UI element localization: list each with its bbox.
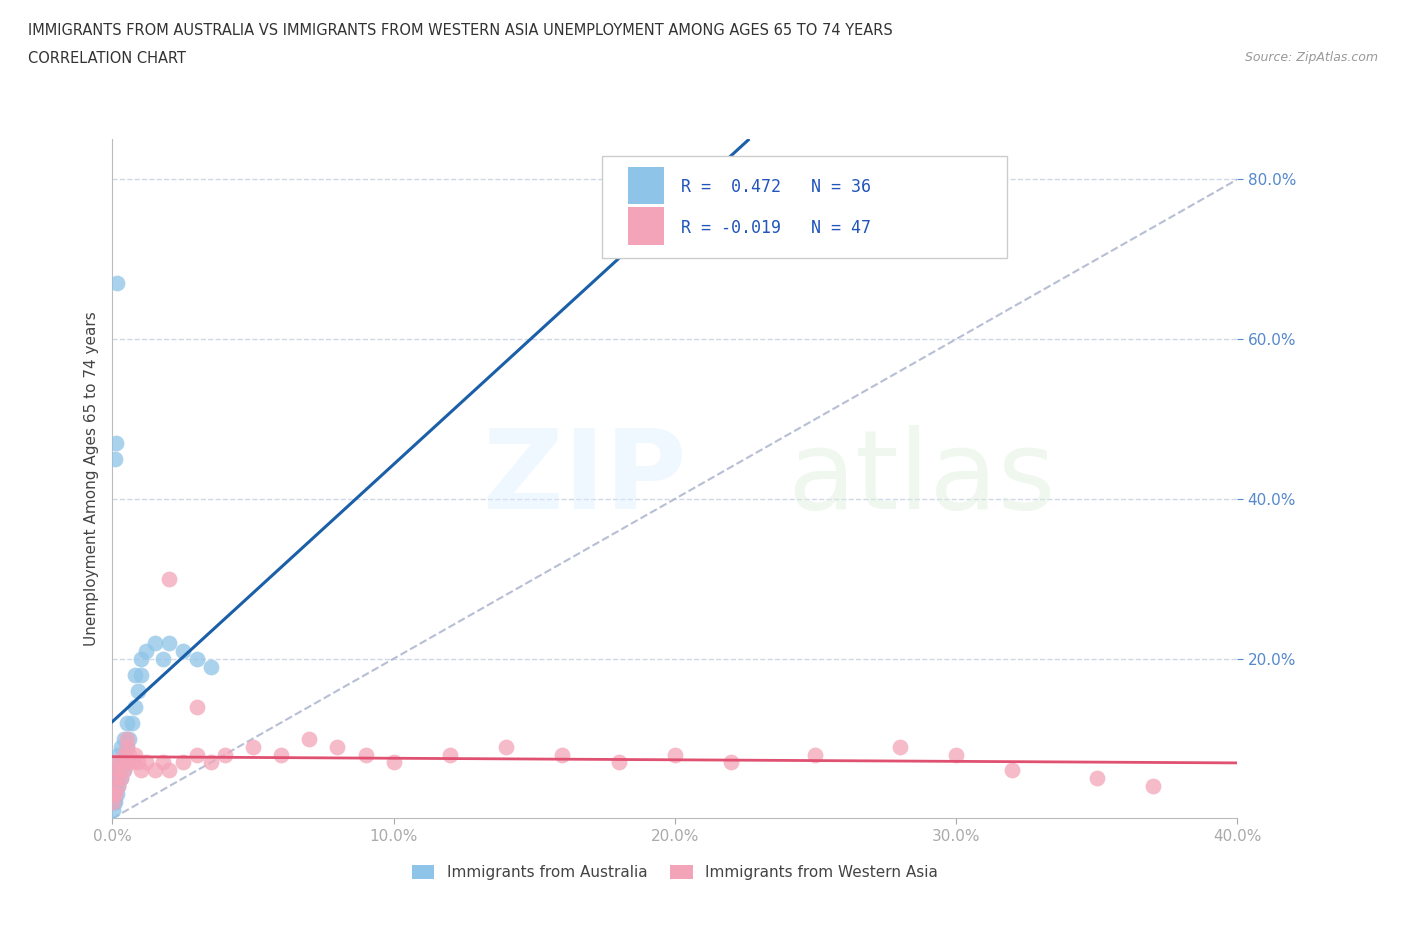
Point — [104, 795, 127, 810]
Point — [129, 763, 152, 777]
Point — [121, 715, 143, 730]
Point — [103, 795, 125, 810]
Point — [104, 763, 127, 777]
Point — [129, 667, 152, 682]
Point — [107, 779, 129, 794]
Point — [115, 731, 138, 746]
Point — [104, 779, 127, 794]
Point — [124, 747, 146, 762]
Point — [186, 699, 208, 714]
Point — [720, 755, 742, 770]
Point — [200, 659, 222, 674]
Point — [127, 684, 149, 698]
Point — [607, 755, 630, 770]
Text: IMMIGRANTS FROM AUSTRALIA VS IMMIGRANTS FROM WESTERN ASIA UNEMPLOYMENT AMONG AGE: IMMIGRANTS FROM AUSTRALIA VS IMMIGRANTS … — [28, 23, 893, 38]
Text: Source: ZipAtlas.com: Source: ZipAtlas.com — [1244, 51, 1378, 64]
Point — [104, 435, 127, 450]
Point — [143, 635, 166, 650]
Text: atlas: atlas — [787, 425, 1056, 533]
Point — [110, 739, 132, 754]
Point — [495, 739, 517, 754]
Point — [104, 787, 127, 802]
Point — [105, 787, 128, 802]
Point — [172, 755, 194, 770]
FancyBboxPatch shape — [602, 156, 1007, 259]
Point — [112, 731, 135, 746]
Point — [382, 755, 405, 770]
Point — [103, 795, 125, 810]
Point — [135, 755, 157, 770]
Point — [214, 747, 236, 762]
Point — [157, 571, 180, 586]
Point — [172, 644, 194, 658]
Point — [186, 747, 208, 762]
Point — [127, 755, 149, 770]
Bar — [627, 166, 664, 204]
Point — [1142, 779, 1164, 794]
Point — [104, 771, 127, 786]
Point — [1001, 763, 1024, 777]
Point — [104, 787, 127, 802]
Point — [439, 747, 461, 762]
Point — [152, 755, 174, 770]
Point — [112, 763, 135, 777]
Point — [107, 779, 129, 794]
Point — [104, 452, 127, 467]
Legend: Immigrants from Australia, Immigrants from Western Asia: Immigrants from Australia, Immigrants fr… — [405, 859, 945, 886]
Point — [112, 763, 135, 777]
Point — [118, 747, 141, 762]
Text: CORRELATION CHART: CORRELATION CHART — [28, 51, 186, 66]
Point — [124, 667, 146, 682]
Point — [110, 755, 132, 770]
Point — [152, 651, 174, 666]
Point — [298, 731, 321, 746]
Point — [110, 771, 132, 786]
Point — [551, 747, 574, 762]
Point — [115, 755, 138, 770]
Point — [112, 747, 135, 762]
Point — [186, 651, 208, 666]
Point — [107, 747, 129, 762]
Text: R = -0.019   N = 47: R = -0.019 N = 47 — [681, 219, 870, 237]
Text: R =  0.472   N = 36: R = 0.472 N = 36 — [681, 178, 870, 196]
Point — [104, 755, 127, 770]
Point — [200, 755, 222, 770]
Point — [143, 763, 166, 777]
Point — [124, 699, 146, 714]
Point — [105, 276, 128, 291]
Point — [103, 787, 125, 802]
Point — [354, 747, 377, 762]
Point — [103, 803, 125, 817]
Point — [107, 763, 129, 777]
Point — [135, 644, 157, 658]
Point — [129, 651, 152, 666]
Point — [804, 747, 827, 762]
Point — [242, 739, 264, 754]
Point — [115, 715, 138, 730]
Point — [105, 771, 128, 786]
Point — [121, 755, 143, 770]
Point — [110, 771, 132, 786]
Point — [118, 731, 141, 746]
Text: ZIP: ZIP — [484, 425, 686, 533]
Point — [664, 747, 686, 762]
Point — [889, 739, 911, 754]
Point — [945, 747, 967, 762]
Y-axis label: Unemployment Among Ages 65 to 74 years: Unemployment Among Ages 65 to 74 years — [83, 312, 98, 646]
Point — [115, 755, 138, 770]
Point — [107, 763, 129, 777]
Point — [110, 755, 132, 770]
Bar — [627, 207, 664, 245]
Point — [157, 635, 180, 650]
Point — [1085, 771, 1108, 786]
Point — [157, 763, 180, 777]
Point — [326, 739, 349, 754]
Point — [115, 739, 138, 754]
Point — [115, 739, 138, 754]
Point — [270, 747, 292, 762]
